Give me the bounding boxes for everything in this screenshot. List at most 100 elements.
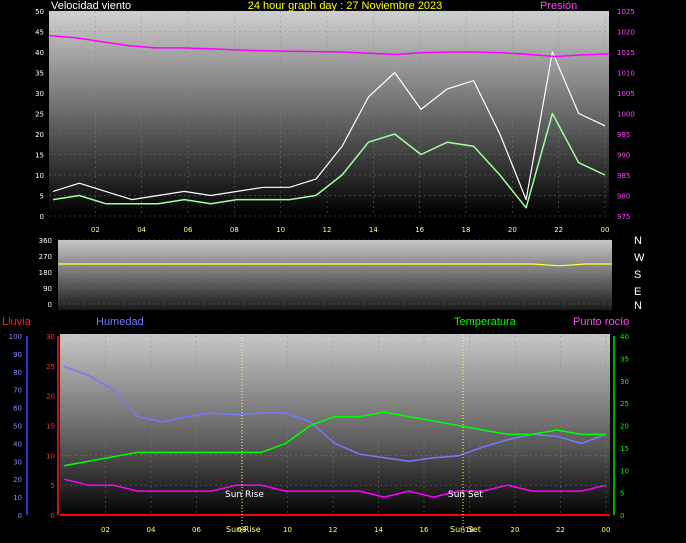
humidity-y-tick: 90 bbox=[13, 351, 22, 359]
pressure-y-tick: 1010 bbox=[617, 70, 635, 78]
humidity-y-tick: 0 bbox=[18, 512, 22, 520]
humidity-y-tick: 20 bbox=[13, 476, 22, 484]
temp-x-tick: 10 bbox=[283, 526, 292, 534]
wind-y-tick: 25 bbox=[35, 111, 44, 119]
pressure-y-tick: 1005 bbox=[617, 90, 635, 98]
pressure-y-tick: 980 bbox=[617, 193, 630, 201]
wind-x-tick: 00 bbox=[601, 226, 610, 234]
wind-x-tick: 02 bbox=[91, 226, 100, 234]
rain-y-tick: 5 bbox=[51, 482, 55, 490]
pressure-y-tick: 1015 bbox=[617, 49, 635, 57]
wind-y-tick: 30 bbox=[35, 90, 44, 98]
temperature-y-tick: 10 bbox=[620, 467, 629, 475]
wind-y-tick: 10 bbox=[35, 172, 44, 180]
legend-humidity: Humedad bbox=[96, 316, 144, 328]
temperature-y-tick: 35 bbox=[620, 355, 629, 363]
temp-x-tick: 04 bbox=[147, 526, 156, 534]
pressure-y-tick: 1020 bbox=[617, 29, 635, 37]
wind-x-tick: 20 bbox=[508, 226, 517, 234]
direction-y-tick: 180 bbox=[39, 269, 52, 277]
rain-y-tick: 15 bbox=[46, 423, 55, 431]
legend-dewpoint: Punto rocío bbox=[573, 316, 629, 328]
humidity-y-tick: 60 bbox=[13, 405, 22, 413]
wind-y-tick: 50 bbox=[35, 8, 44, 16]
humidity-y-tick: 70 bbox=[13, 387, 22, 395]
temperature-y-tick: 40 bbox=[620, 333, 629, 341]
rain-y-tick: 0 bbox=[51, 512, 55, 520]
sunset-bottom-label: Sun Set bbox=[450, 525, 481, 534]
wind-y-tick: 35 bbox=[35, 70, 44, 78]
tick-labels: 0510152025303540455097598098599099510001… bbox=[9, 8, 635, 534]
temperature-y-tick: 15 bbox=[620, 445, 629, 453]
wind-x-tick: 22 bbox=[554, 226, 563, 234]
wind-y-tick: 0 bbox=[40, 213, 44, 221]
compass-e: E bbox=[634, 286, 641, 298]
direction-y-tick: 270 bbox=[39, 253, 52, 261]
wind-x-tick: 18 bbox=[462, 226, 471, 234]
wind-average-line bbox=[52, 112, 606, 209]
chart-marks bbox=[48, 34, 612, 516]
legend-rain: Lluvia bbox=[2, 316, 32, 328]
wind-y-tick: 20 bbox=[35, 131, 44, 139]
direction-panel-bg bbox=[58, 240, 612, 310]
wind-x-tick: 06 bbox=[184, 226, 193, 234]
temperature-line bbox=[63, 411, 606, 467]
wind-x-tick: 04 bbox=[137, 226, 146, 234]
wind-label: Velocidad viento bbox=[51, 0, 131, 12]
humidity-y-tick: 50 bbox=[13, 423, 22, 431]
compass-s: S bbox=[634, 269, 641, 281]
compass-w: W bbox=[634, 252, 645, 264]
direction-y-tick: 360 bbox=[39, 237, 52, 245]
temp-x-tick: 14 bbox=[374, 526, 383, 534]
compass-n-top: N bbox=[634, 235, 642, 247]
sunrise-bottom-label: Sun Rise bbox=[226, 525, 261, 534]
wind-x-tick: 14 bbox=[369, 226, 378, 234]
dewpoint-line bbox=[63, 478, 607, 498]
humidity-y-tick: 40 bbox=[13, 440, 22, 448]
temp-x-tick: 06 bbox=[192, 526, 201, 534]
legend-temperature: Temperatura bbox=[454, 316, 517, 328]
temp-x-tick: 00 bbox=[602, 526, 611, 534]
humidity-y-tick: 30 bbox=[13, 458, 22, 466]
direction-line bbox=[58, 263, 612, 267]
direction-y-tick: 90 bbox=[43, 285, 52, 293]
compass-n-bottom: N bbox=[634, 300, 642, 312]
wind-x-tick: 10 bbox=[276, 226, 285, 234]
wind-x-tick: 12 bbox=[323, 226, 332, 234]
wind-y-tick: 15 bbox=[35, 152, 44, 160]
wind-x-tick: 16 bbox=[415, 226, 424, 234]
rain-y-tick: 30 bbox=[46, 333, 55, 341]
grid-lines bbox=[26, 10, 615, 516]
wind-y-tick: 40 bbox=[35, 49, 44, 57]
wind-x-tick: 08 bbox=[230, 226, 239, 234]
sunrise-label: Sun Rise bbox=[225, 490, 264, 500]
pressure-line bbox=[48, 34, 610, 58]
rain-y-tick: 10 bbox=[46, 452, 55, 460]
pressure-y-tick: 1000 bbox=[617, 111, 635, 119]
temperature-y-tick: 0 bbox=[620, 512, 624, 520]
temperature-y-tick: 5 bbox=[620, 490, 624, 498]
temp-x-tick: 12 bbox=[329, 526, 338, 534]
temp-x-tick: 16 bbox=[420, 526, 429, 534]
pressure-label: Presión bbox=[540, 0, 577, 12]
pressure-y-tick: 1025 bbox=[617, 8, 635, 16]
humidity-y-tick: 80 bbox=[13, 369, 22, 377]
direction-y-tick: 0 bbox=[48, 301, 52, 309]
rain-y-tick: 20 bbox=[46, 393, 55, 401]
temperature-y-tick: 20 bbox=[620, 423, 629, 431]
wind-y-tick: 5 bbox=[40, 193, 44, 201]
temperature-y-tick: 25 bbox=[620, 400, 629, 408]
pressure-y-tick: 985 bbox=[617, 172, 630, 180]
humidity-line bbox=[63, 365, 607, 463]
pressure-y-tick: 975 bbox=[617, 213, 630, 221]
chart-title: 24 hour graph day : 27 Noviembre 2023 bbox=[248, 0, 442, 12]
pressure-y-tick: 990 bbox=[617, 152, 630, 160]
wind-y-tick: 45 bbox=[35, 29, 44, 37]
temperature-y-tick: 30 bbox=[620, 378, 629, 386]
wind-gust-line bbox=[52, 51, 606, 201]
temp-x-tick: 20 bbox=[511, 526, 520, 534]
temp-x-tick: 22 bbox=[556, 526, 565, 534]
rain-y-tick: 25 bbox=[46, 363, 55, 371]
temp-x-tick: 18 bbox=[465, 526, 474, 534]
